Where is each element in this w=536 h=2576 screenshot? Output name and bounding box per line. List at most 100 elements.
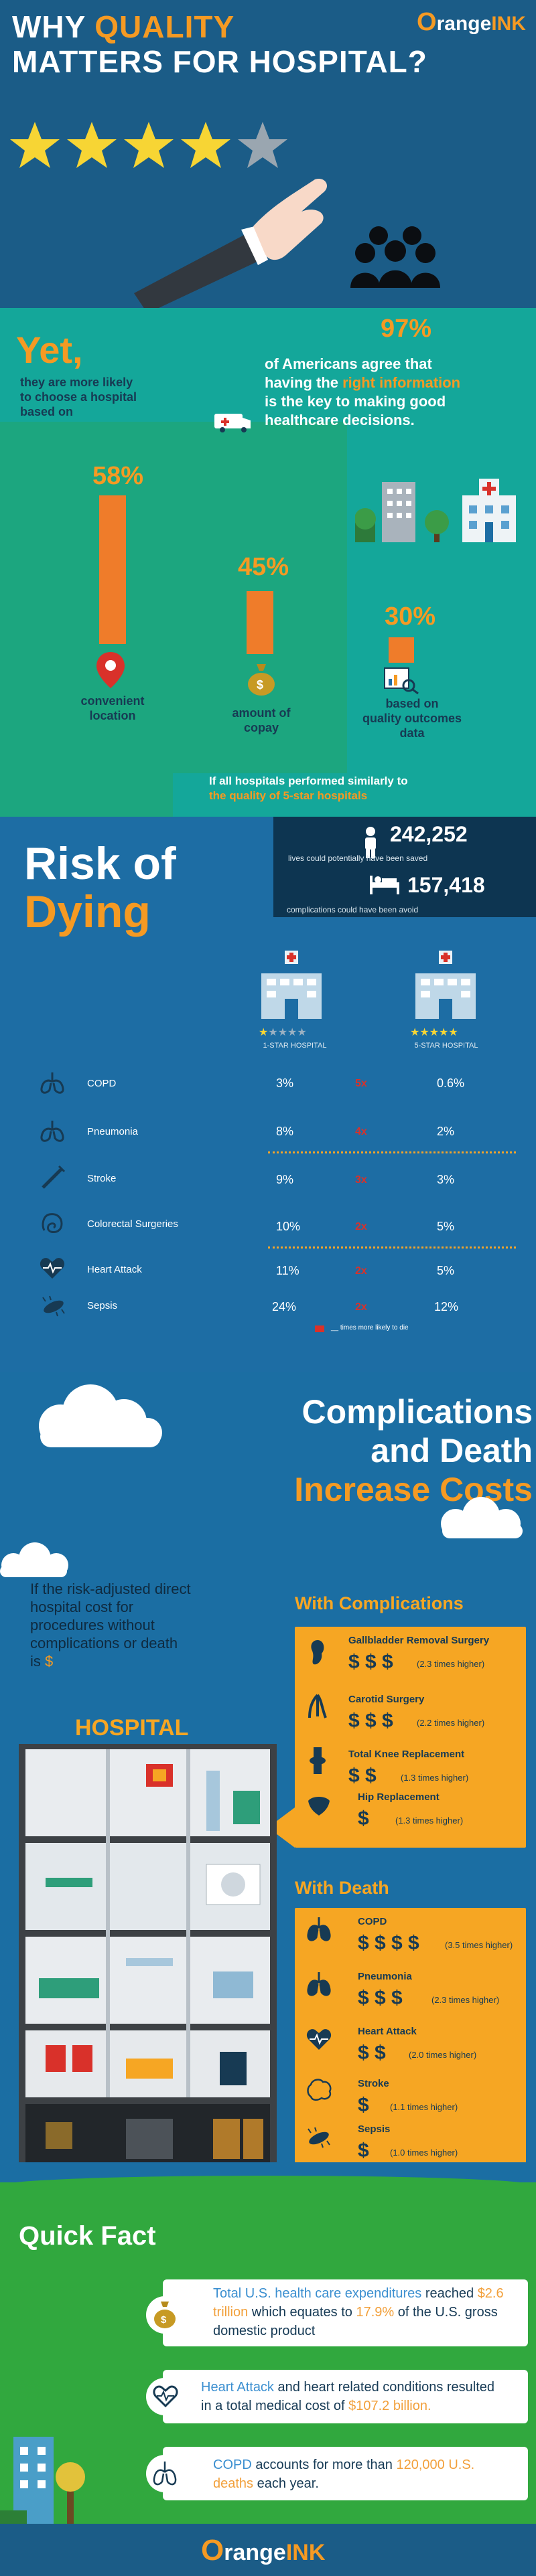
avoided-value: 157,418 bbox=[407, 873, 485, 897]
yet-text: they are more likely to choose a hospital… bbox=[20, 376, 137, 418]
quick-fact-section bbox=[0, 2162, 536, 2576]
complication-note: (2.3 times higher) bbox=[417, 1659, 485, 1669]
legend-swatch bbox=[315, 1325, 324, 1332]
risk-row-name: COPD bbox=[87, 1078, 117, 1089]
death-note: (2.3 times higher) bbox=[431, 1995, 500, 2005]
quick-fact-title: Quick Fact bbox=[19, 2221, 156, 2251]
hospital-label: HOSPITAL bbox=[75, 1715, 189, 1741]
complication-dollars: $ $ $ bbox=[348, 1651, 393, 1673]
complication-name: Gallbladder Removal Surgery bbox=[348, 1635, 490, 1646]
outcomes-panel bbox=[273, 817, 536, 917]
one-star-label: 1-STAR HOSPITAL bbox=[263, 1042, 327, 1050]
complication-note: (1.3 times higher) bbox=[395, 1816, 464, 1826]
death-name: Sepsis bbox=[358, 2123, 391, 2135]
heart-icon bbox=[153, 2385, 178, 2411]
page-title: WHY QUALITY MATTERS FOR HOSPITAL? bbox=[12, 9, 427, 79]
fact-text: Heart Attack and heart related condition… bbox=[201, 2380, 495, 2413]
risk-row-five: 5% bbox=[437, 1264, 455, 1277]
lungs-icon bbox=[151, 2460, 178, 2490]
death-note: (3.5 times higher) bbox=[445, 1940, 513, 1950]
svg-text:$: $ bbox=[161, 2314, 167, 2326]
factor-copay-label: amount of copay bbox=[232, 706, 291, 734]
death-name: Pneumonia bbox=[358, 1971, 412, 1982]
risk-row-mult: 2x bbox=[355, 1301, 367, 1313]
death-dollars: $ bbox=[358, 2140, 369, 2162]
complication-dollars: $ $ bbox=[348, 1765, 377, 1787]
death-note: (1.0 times higher) bbox=[390, 2148, 458, 2158]
bacteria-icon bbox=[304, 2126, 334, 2154]
fact-card bbox=[163, 2370, 528, 2423]
brain-icon bbox=[306, 2078, 332, 2105]
stat-97-text: of Americans agree that having the right… bbox=[265, 355, 461, 428]
similar-text: If all hospitals performed similarly to … bbox=[209, 775, 408, 802]
complications-panel bbox=[295, 1627, 526, 1848]
carotid-icon bbox=[306, 1692, 330, 1722]
cloud-icon bbox=[0, 1540, 80, 1583]
gallbladder-icon bbox=[306, 1639, 330, 1669]
syringe-icon bbox=[39, 1165, 66, 1195]
with-complications-title: With Complications bbox=[295, 1593, 464, 1613]
saved-label: lives could potentially have been saved bbox=[288, 854, 428, 863]
risk-row-one: 9% bbox=[276, 1173, 294, 1186]
factor-location-pct: 58% bbox=[92, 462, 144, 490]
factor-quality-bar bbox=[389, 637, 414, 663]
person-icon bbox=[360, 826, 381, 863]
city-silhouette bbox=[0, 2377, 147, 2534]
hip-icon bbox=[306, 1794, 332, 1822]
five-star-label: 5-STAR HOSPITAL bbox=[414, 1042, 478, 1050]
risk-row-name: Sepsis bbox=[87, 1300, 118, 1311]
one-star-hospital-icon bbox=[255, 951, 328, 1028]
footer bbox=[0, 2524, 536, 2576]
hospital-bed-icon bbox=[368, 870, 402, 900]
risk-row-name: Stroke bbox=[87, 1173, 117, 1184]
hospital-building-illustration bbox=[19, 1744, 277, 2169]
complication-name: Hip Replacement bbox=[358, 1791, 440, 1803]
death-panel bbox=[295, 1908, 526, 2182]
death-note: (2.0 times higher) bbox=[409, 2050, 477, 2060]
avoided-label: complications could have been avoid bbox=[287, 905, 419, 914]
death-dollars: $ $ $ $ bbox=[358, 1932, 419, 1954]
death-note: (1.1 times higher) bbox=[390, 2102, 458, 2112]
one-star-rating: ★★★★★ bbox=[259, 1027, 307, 1038]
complication-dollars: $ bbox=[358, 1807, 369, 1830]
cloud-icon bbox=[429, 1494, 536, 1544]
colon-icon bbox=[39, 1210, 66, 1240]
lungs-icon bbox=[306, 1916, 332, 1946]
risk-row-name: Colorectal Surgeries bbox=[87, 1218, 178, 1230]
yet-word: Yet, bbox=[16, 329, 83, 371]
death-dollars: $ bbox=[358, 2094, 369, 2116]
death-name: Stroke bbox=[358, 2078, 389, 2089]
stat-97-value: 97% bbox=[381, 315, 432, 343]
complication-name: Total Knee Replacement bbox=[348, 1749, 465, 1760]
knee-icon bbox=[306, 1747, 330, 1777]
risk-row-mult: 3x bbox=[355, 1174, 367, 1186]
risk-row-one: 10% bbox=[276, 1220, 301, 1233]
risk-row-five: 5% bbox=[437, 1220, 455, 1233]
legend: __ times more likely to die bbox=[331, 1324, 409, 1332]
hand-icon bbox=[134, 179, 328, 313]
risk-row-one: 8% bbox=[276, 1125, 294, 1138]
svg-text:$: $ bbox=[257, 678, 263, 692]
divider bbox=[268, 1151, 516, 1153]
hand-illustration bbox=[134, 159, 335, 317]
five-star-hospital-icon bbox=[409, 951, 482, 1028]
star-rating bbox=[8, 119, 303, 176]
bacteria-icon bbox=[39, 1295, 68, 1322]
risk-row-mult: 5x bbox=[355, 1078, 367, 1089]
costs-title: Complications and Death Increase Costs bbox=[294, 1393, 533, 1508]
with-death-title: With Death bbox=[295, 1878, 389, 1898]
factor-quality-label: based on quality outcomes data bbox=[362, 697, 462, 740]
title-quality: QUALITY bbox=[94, 9, 235, 44]
complication-note: (2.2 times higher) bbox=[417, 1718, 485, 1728]
risk-row-five: 12% bbox=[434, 1300, 459, 1313]
factor-quality-pct: 30% bbox=[385, 602, 436, 631]
complication-note: (1.3 times higher) bbox=[401, 1773, 469, 1783]
fact-text: COPD accounts for more than 120,000 U.S.… bbox=[213, 2458, 475, 2491]
factors-panel bbox=[0, 422, 347, 817]
complication-dollars: $ $ $ bbox=[348, 1710, 393, 1732]
risk-table: COPD 3% 5x 0.6% Pneumonia 8% 4x 2% Strok… bbox=[0, 1071, 536, 1346]
fact-text: Total U.S. health care expenditures reac… bbox=[213, 2286, 504, 2338]
fact-card bbox=[163, 2447, 528, 2500]
risk-row-name: Pneumonia bbox=[87, 1126, 138, 1137]
risk-row-five: 2% bbox=[437, 1125, 455, 1138]
